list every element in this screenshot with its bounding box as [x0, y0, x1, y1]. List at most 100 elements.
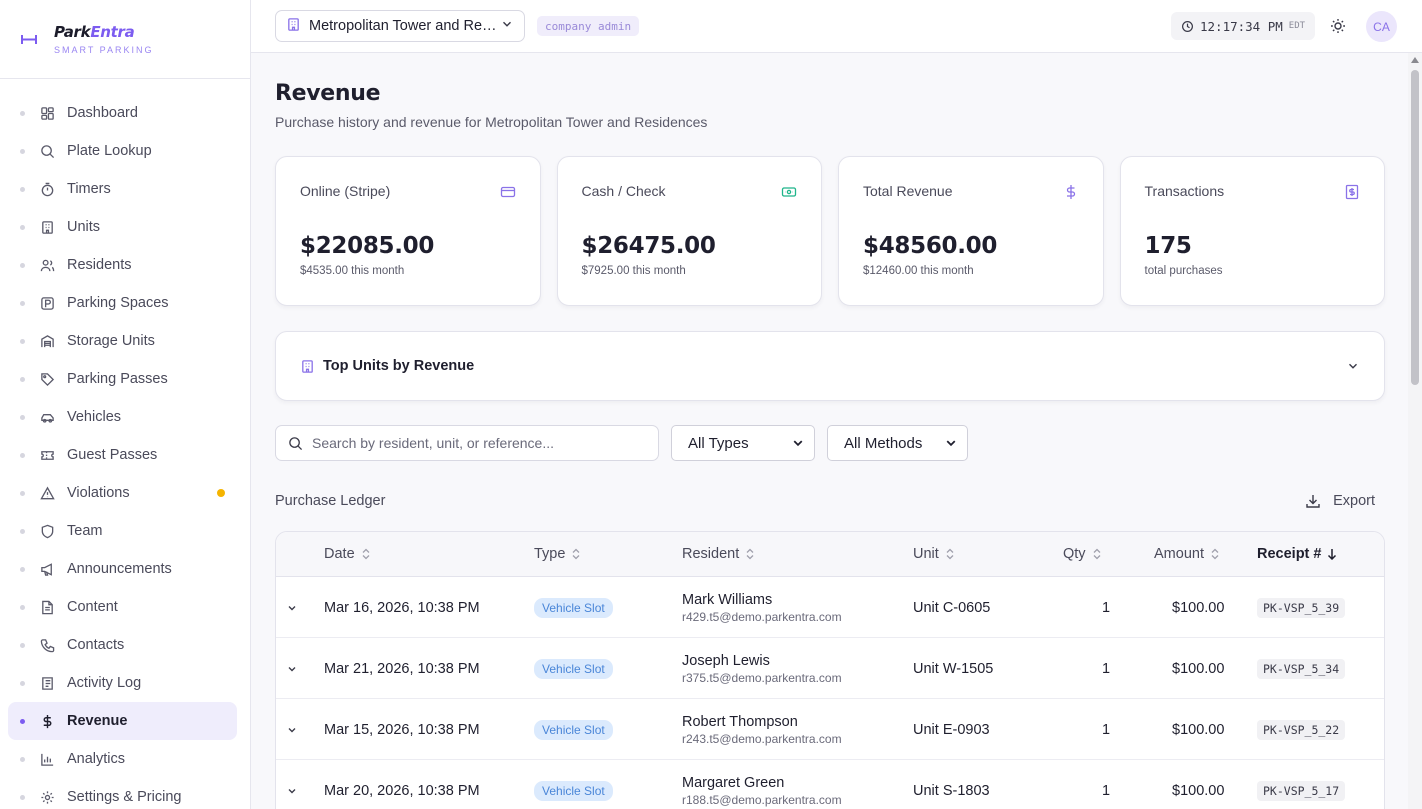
- table-row[interactable]: Mar 15, 2026, 10:38 PM Vehicle Slot Robe…: [276, 699, 1384, 760]
- sidebar-item-settings-pricing[interactable]: Settings & Pricing: [8, 778, 237, 809]
- column-header-receipt[interactable]: Receipt #: [1257, 546, 1337, 562]
- sidebar-nav: Dashboard Plate Lookup Timers Units Resi…: [0, 79, 250, 809]
- sidebar-item-label: Vehicles: [67, 409, 122, 425]
- sidebar-item-content[interactable]: Content: [8, 588, 237, 626]
- column-label: Qty: [1063, 546, 1086, 562]
- sidebar-item-label: Revenue: [67, 713, 128, 729]
- column-header-type[interactable]: Type: [534, 546, 581, 562]
- page-scrollbar[interactable]: [1408, 53, 1422, 809]
- sidebar-item-plate-lookup[interactable]: Plate Lookup: [8, 132, 237, 170]
- top-units-accordion[interactable]: Top Units by Revenue: [275, 331, 1385, 401]
- document-icon: [39, 599, 55, 615]
- method-filter-select[interactable]: All Methods: [827, 425, 968, 461]
- sidebar-item-team[interactable]: Team: [8, 512, 237, 550]
- page-title: Revenue: [275, 81, 381, 106]
- row-resident: Margaret Green r188.t5@demo.parkentra.com: [682, 760, 842, 809]
- column-header-qty[interactable]: Qty: [1063, 546, 1102, 562]
- type-pill: Vehicle Slot: [534, 719, 613, 740]
- download-icon: [1305, 493, 1321, 509]
- sidebar-item-activity-log[interactable]: Activity Log: [8, 664, 237, 702]
- sidebar-item-label: Timers: [67, 181, 111, 197]
- sidebar-item-label: Activity Log: [67, 675, 142, 691]
- search-input[interactable]: [312, 435, 646, 451]
- scroll-up-arrow-icon[interactable]: [1411, 57, 1419, 63]
- table-row[interactable]: Mar 20, 2026, 10:38 PM Vehicle Slot Marg…: [276, 760, 1384, 809]
- role-badge: company admin: [537, 16, 640, 36]
- export-label: Export: [1333, 493, 1375, 509]
- sidebar-item-units[interactable]: Units: [8, 208, 237, 246]
- banknote-icon: [781, 184, 797, 200]
- row-unit: Unit S-1803: [913, 782, 990, 799]
- sidebar-item-analytics[interactable]: Analytics: [8, 740, 237, 778]
- scrollbar-thumb[interactable]: [1411, 70, 1419, 385]
- sidebar-item-vehicles[interactable]: Vehicles: [8, 398, 237, 436]
- column-header-unit[interactable]: Unit: [913, 546, 955, 562]
- brand-name: ParkEntra: [54, 23, 135, 41]
- main-content: Revenue Purchase history and revenue for…: [275, 53, 1385, 809]
- sidebar-item-label: Team: [67, 523, 103, 539]
- row-receipt: PK-VSP_5_17: [1257, 760, 1346, 809]
- receipt-code: PK-VSP_5_34: [1257, 658, 1346, 679]
- row-amount: $100.00: [1172, 721, 1225, 738]
- column-header-date[interactable]: Date: [324, 546, 371, 562]
- table-row[interactable]: Mar 16, 2026, 10:38 PM Vehicle Slot Mark…: [276, 577, 1384, 638]
- sidebar-item-parking-passes[interactable]: Parking Passes: [8, 360, 237, 398]
- bullet: [20, 452, 25, 458]
- column-header-amount[interactable]: Amount: [1154, 546, 1220, 562]
- row-qty: 1: [1102, 660, 1111, 677]
- sidebar-item-label: Parking Passes: [67, 371, 168, 387]
- theme-toggle-button[interactable]: [1328, 16, 1348, 36]
- column-header-resident[interactable]: Resident: [682, 546, 755, 562]
- sidebar-item-dashboard[interactable]: Dashboard: [8, 94, 237, 132]
- bullet: [20, 604, 25, 610]
- gear-icon: [39, 789, 55, 805]
- sidebar-item-label: Units: [67, 219, 101, 235]
- brand[interactable]: ParkEntra SMART PARKING: [0, 0, 250, 79]
- property-selector[interactable]: Metropolitan Tower and Residences: [275, 10, 525, 42]
- notification-dot: [217, 489, 225, 497]
- megaphone-icon: [39, 561, 55, 577]
- row-type: Vehicle Slot: [534, 699, 613, 760]
- sidebar-item-contacts[interactable]: Contacts: [8, 626, 237, 664]
- building-icon: [286, 17, 301, 36]
- sidebar-item-announcements[interactable]: Announcements: [8, 550, 237, 588]
- sidebar-item-guest-passes[interactable]: Guest Passes: [8, 436, 237, 474]
- sidebar-item-parking-spaces[interactable]: Parking Spaces: [8, 284, 237, 322]
- bullet: [20, 490, 25, 496]
- type-filter-select[interactable]: All Types: [671, 425, 815, 461]
- summary-cards: Online (Stripe) $22085.00 $4535.00 this …: [275, 156, 1385, 306]
- card-subtext: $12460.00 this month: [863, 265, 974, 277]
- sidebar-item-residents[interactable]: Residents: [8, 246, 237, 284]
- parking-icon: [39, 295, 55, 311]
- sidebar-item-revenue[interactable]: Revenue: [8, 702, 237, 740]
- timer-icon: [39, 181, 55, 197]
- card-title: Transactions: [1144, 183, 1225, 199]
- expand-chevron-icon[interactable]: [286, 760, 298, 809]
- row-qty: 1: [1102, 599, 1111, 616]
- expand-chevron-icon[interactable]: [286, 699, 298, 760]
- card-value: $48560.00: [863, 233, 998, 259]
- resident-name: Joseph Lewis: [682, 652, 770, 669]
- avatar[interactable]: CA: [1366, 11, 1397, 42]
- chevron-down-icon: [500, 17, 514, 35]
- row-resident: Mark Williams r429.t5@demo.parkentra.com: [682, 577, 842, 638]
- row-date: Mar 20, 2026, 10:38 PM: [324, 782, 480, 799]
- sidebar-item-storage-units[interactable]: Storage Units: [8, 322, 237, 360]
- export-button[interactable]: Export: [1305, 493, 1375, 509]
- table-row[interactable]: Mar 21, 2026, 10:38 PM Vehicle Slot Jose…: [276, 638, 1384, 699]
- card-subtext: $7925.00 this month: [581, 265, 686, 277]
- row-date: Mar 21, 2026, 10:38 PM: [324, 660, 480, 677]
- ledger-title: Purchase Ledger: [275, 493, 386, 509]
- card-value: 175: [1144, 233, 1192, 259]
- chevron-down-icon: [792, 437, 804, 449]
- expand-chevron-icon[interactable]: [286, 577, 298, 638]
- expand-chevron-icon[interactable]: [286, 638, 298, 699]
- sidebar-item-label: Settings & Pricing: [67, 789, 182, 805]
- resident-name: Mark Williams: [682, 591, 773, 608]
- sidebar-item-violations[interactable]: Violations: [8, 474, 237, 512]
- row-type: Vehicle Slot: [534, 760, 613, 809]
- sidebar-item-timers[interactable]: Timers: [8, 170, 237, 208]
- row-amount: $100.00: [1172, 599, 1225, 616]
- sidebar-item-label: Violations: [67, 485, 130, 501]
- method-filter-value: All Methods: [844, 434, 923, 452]
